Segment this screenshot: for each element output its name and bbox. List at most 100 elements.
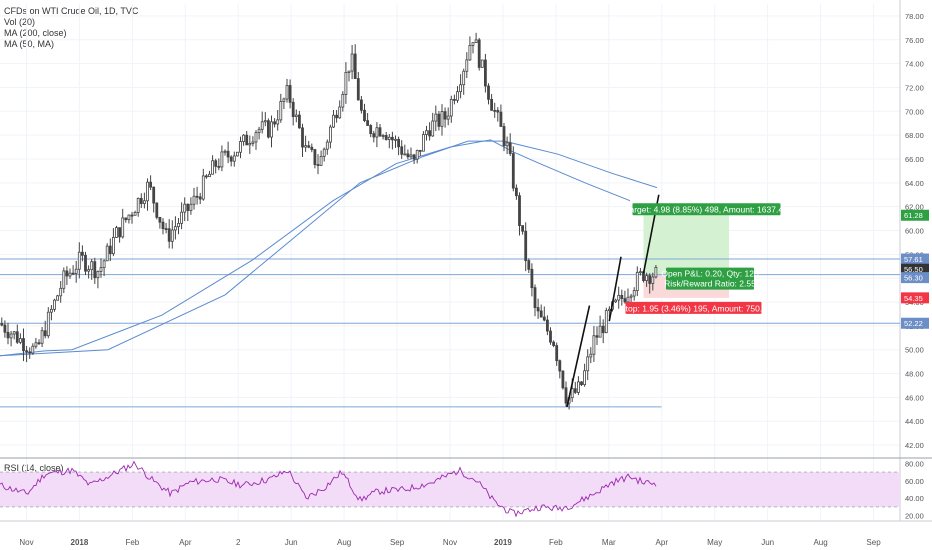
candle-31 (96, 271, 100, 279)
indicator-ma200[interactable]: MA (200, close) (4, 28, 67, 38)
candle-169 (524, 230, 528, 261)
time-tick-10: Feb (549, 538, 563, 547)
candle-160 (496, 109, 500, 113)
price-tick-12: 66.00 (905, 155, 924, 164)
candle-119 (369, 125, 373, 135)
candle-89 (276, 119, 280, 125)
price-tick-13: 68.00 (905, 131, 924, 140)
candle-55 (170, 229, 174, 242)
time-tick-9: 2019 (494, 538, 512, 547)
candle-111 (344, 72, 348, 95)
candle-189 (586, 356, 590, 372)
candle-168 (521, 225, 524, 232)
candle-194 (601, 325, 605, 334)
time-tick-14: Jun (761, 538, 774, 547)
candle-22 (68, 272, 72, 277)
trend-line-0[interactable] (566, 305, 591, 408)
rsi-label[interactable]: RSI (14, close) (4, 463, 64, 473)
candle-170 (527, 260, 531, 270)
rsi-band (0, 472, 900, 507)
candle-45 (139, 198, 143, 204)
candle-131 (406, 153, 410, 158)
candle-114 (353, 53, 357, 79)
candle-108 (335, 114, 339, 119)
candle-70 (217, 165, 221, 168)
candle-30 (93, 261, 97, 279)
candle-16 (50, 308, 53, 313)
candle-112 (347, 70, 351, 73)
candle-48 (149, 181, 153, 188)
rsi-line[interactable] (0, 460, 657, 518)
candle-136 (421, 134, 425, 152)
candle-138 (428, 130, 432, 137)
candle-179 (555, 345, 559, 362)
candle-73 (226, 150, 230, 158)
candle-66 (204, 175, 208, 178)
candle-155 (480, 59, 484, 68)
candle-99 (307, 145, 311, 148)
candle-103 (319, 155, 323, 166)
candle-21 (65, 270, 69, 277)
candle-180 (558, 360, 562, 372)
candle-15 (46, 311, 50, 337)
stop-label: Stop: 1.95 (3.46%) 195, Amount: 750.4 (620, 303, 767, 313)
candle-35 (108, 245, 112, 255)
ma50-line[interactable] (0, 139, 631, 357)
candle-96 (297, 114, 301, 129)
candle-27 (84, 254, 87, 272)
open-pnl-bg (666, 267, 754, 290)
target-zone[interactable] (643, 215, 730, 275)
trend-line-1[interactable] (608, 256, 622, 322)
candle-60 (186, 203, 190, 211)
candle-178 (552, 341, 555, 346)
candle-211 (654, 266, 658, 278)
candle-12 (37, 342, 41, 345)
candle-78 (242, 134, 246, 142)
candle-61 (189, 203, 193, 211)
candle-117 (363, 109, 366, 122)
candle-44 (136, 198, 140, 213)
ma200-line[interactable] (0, 140, 658, 357)
candle-159 (493, 109, 497, 112)
candle-151 (468, 45, 472, 61)
candle-81 (251, 141, 255, 144)
candle-105 (325, 141, 329, 150)
candle-19 (59, 287, 63, 297)
candle-1 (3, 324, 7, 333)
candle-29 (90, 261, 94, 270)
indicator-volume[interactable]: Vol (20) (4, 17, 36, 27)
candle-26 (81, 251, 84, 256)
indicator-ma50[interactable]: MA (50, MA) (4, 39, 55, 49)
candle-91 (282, 98, 286, 102)
candle-118 (366, 120, 370, 126)
candle-23 (71, 272, 75, 275)
candle-88 (273, 121, 277, 125)
candle-100 (310, 146, 314, 150)
price-tick-11: 64.00 (905, 179, 924, 188)
candle-72 (223, 150, 227, 153)
price-tag-bg-3 (901, 272, 929, 284)
candle-2 (6, 331, 10, 339)
candle-74 (229, 156, 233, 162)
candle-141 (437, 113, 441, 127)
candle-142 (440, 111, 444, 127)
candle-124 (384, 135, 388, 140)
chart-title: CFDs on WTI Crude Oil, 1D, TVC (4, 6, 139, 16)
candle-191 (592, 335, 596, 355)
time-tick-12: Apr (656, 538, 669, 547)
candle-101 (313, 149, 317, 165)
candle-122 (378, 127, 382, 137)
candle-40 (124, 217, 128, 221)
candle-153 (474, 39, 478, 44)
price-tick-16: 74.00 (905, 60, 924, 69)
candle-43 (133, 212, 137, 216)
candle-161 (499, 111, 503, 127)
rsi-tick-2: 60.00 (905, 477, 924, 486)
candle-109 (338, 106, 342, 119)
candle-166 (515, 187, 518, 197)
candle-129 (400, 146, 404, 155)
candle-83 (257, 128, 261, 134)
candle-132 (409, 154, 413, 158)
candle-87 (270, 121, 273, 138)
